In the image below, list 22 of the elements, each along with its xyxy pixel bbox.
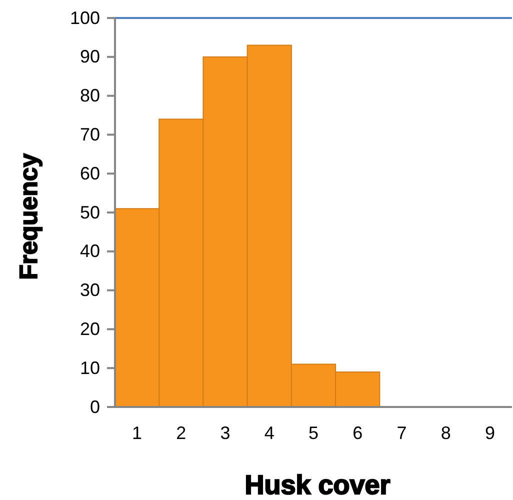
y-tick-label: 100: [70, 8, 100, 28]
y-axis-title: Frequency: [15, 153, 43, 280]
x-tick-label: 7: [396, 422, 407, 443]
y-tick-label: 50: [80, 202, 100, 222]
y-tick-label: 70: [80, 124, 100, 144]
x-tick-label: 2: [176, 422, 186, 443]
x-tick-label: 1: [132, 422, 142, 443]
x-tick-label: 9: [484, 422, 495, 443]
x-tick-label: 4: [264, 422, 274, 443]
x-tick-label: 6: [352, 422, 363, 443]
x-tick-label: 5: [308, 422, 319, 443]
y-tick-label: 0: [90, 396, 100, 417]
y-tick-label: 90: [80, 46, 100, 67]
y-tick-label: 80: [80, 86, 100, 106]
x-tick-label: 8: [440, 422, 451, 443]
y-tick-label: 20: [80, 318, 100, 339]
y-tick-label: 10: [80, 358, 100, 378]
y-tick-label: 60: [80, 163, 100, 184]
y-tick-label: 30: [80, 280, 100, 300]
x-axis-title: Husk cover: [244, 470, 391, 500]
x-tick-label: 3: [220, 422, 230, 443]
y-tick-label: 40: [80, 241, 100, 262]
